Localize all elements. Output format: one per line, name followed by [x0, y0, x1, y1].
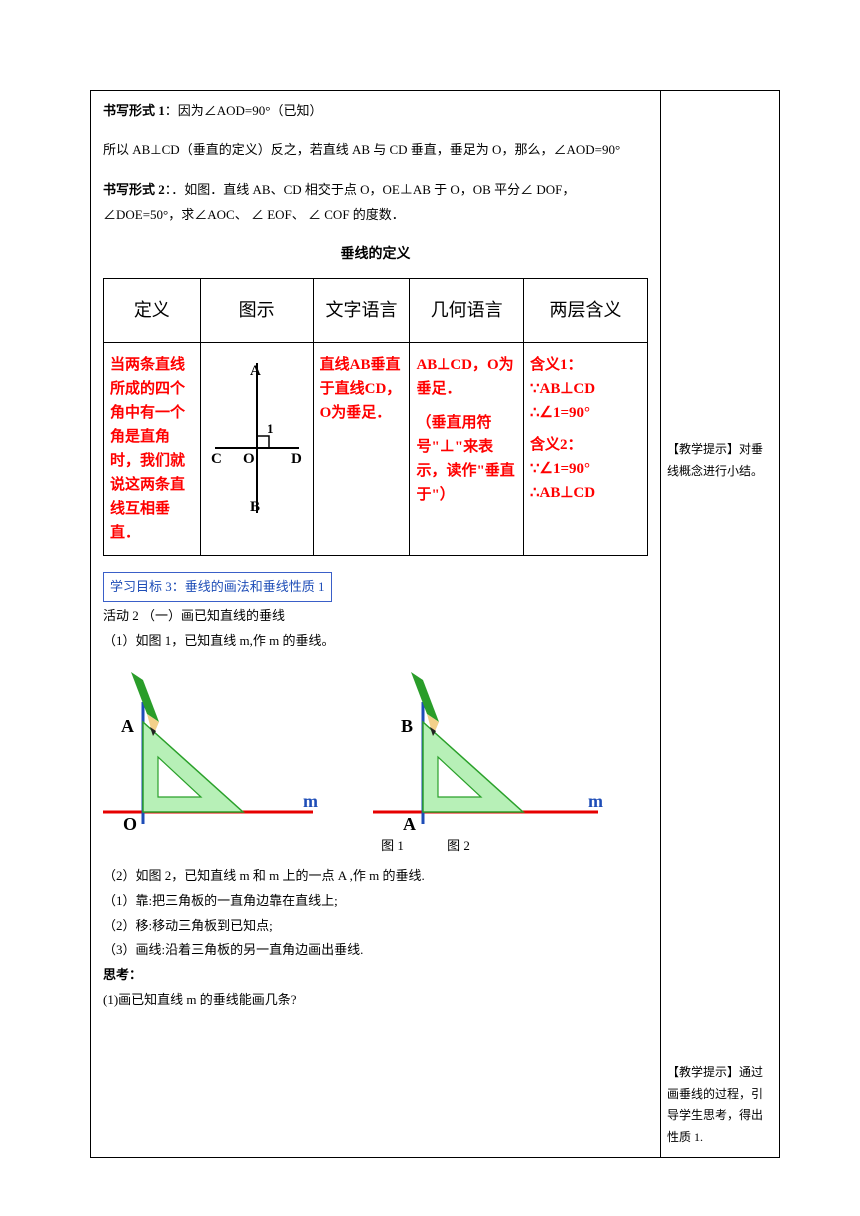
- section-title: 垂线的定义: [103, 242, 648, 269]
- figure-labels: 图 1 图 2: [103, 834, 648, 859]
- meaning2-line2: ∴AB⊥CD: [530, 481, 641, 505]
- meaning2-label: 含义2：: [530, 433, 641, 457]
- cell-definition: 当两条直线所成的四个角中有一个角是直角时，我们就说这两条直线互相垂直．: [104, 342, 201, 555]
- perpendicular-diagram-icon: A B C D O 1: [207, 353, 307, 523]
- learning-goal-3: 学习目标 3：垂线的画法和垂线性质 1: [103, 572, 332, 603]
- definition-table: 定义 图示 文字语言 几何语言 两层含义 当两条直线所成的四个角中有一个角是直角…: [103, 278, 648, 555]
- svg-text:B: B: [401, 716, 413, 736]
- geom-lang-a: AB⊥CD，O为垂足．: [416, 353, 517, 401]
- table-body-row: 当两条直线所成的四个角中有一个角是直角时，我们就说这两条直线互相垂直． A B …: [104, 342, 648, 555]
- th-definition: 定义: [104, 279, 201, 342]
- think-label: 思考：: [103, 963, 648, 988]
- form2-label: 书写形式 2: [103, 182, 165, 197]
- form1-line: 书写形式 1：因为∠AOD=90°（已知）: [103, 99, 648, 124]
- activity2-sub2: （2）移:移动三角板到已知点;: [103, 914, 648, 939]
- meaning2-line1: ∵∠1=90°: [530, 457, 641, 481]
- main-column: 书写形式 1：因为∠AOD=90°（已知） 所以 AB⊥CD（垂直的定义）反之，…: [91, 91, 661, 1157]
- svg-text:A: A: [121, 716, 134, 736]
- svg-text:O: O: [243, 451, 255, 467]
- fig1-label: 图 1: [381, 838, 404, 853]
- form1-label: 书写形式 1: [103, 103, 165, 118]
- think-question: (1)画已知直线 m 的垂线能画几条?: [103, 988, 648, 1013]
- meaning1-line2: ∴∠1=90°: [530, 401, 641, 425]
- activity2-step1: （1）如图 1，已知直线 m,作 m 的垂线。: [103, 629, 648, 654]
- th-text-lang: 文字语言: [313, 279, 410, 342]
- svg-text:A: A: [250, 363, 261, 379]
- cell-text-lang: 直线AB垂直于直线CD，O为垂足．: [313, 342, 410, 555]
- svg-text:1: 1: [267, 421, 274, 436]
- figure-2-icon: B A m: [373, 662, 613, 832]
- form1-text1: ：因为∠AOD=90°（已知）: [165, 103, 323, 118]
- svg-text:B: B: [250, 499, 260, 515]
- activity2-title: 活动 2 （一）画已知直线的垂线: [103, 604, 648, 629]
- table-header-row: 定义 图示 文字语言 几何语言 两层含义: [104, 279, 648, 342]
- cell-meanings: 含义1： ∵AB⊥CD ∴∠1=90° 含义2： ∵∠1=90° ∴AB⊥CD: [523, 342, 647, 555]
- activity2-sub1: （1）靠:把三角板的一直角边靠在直线上;: [103, 889, 648, 914]
- svg-text:A: A: [403, 814, 416, 832]
- page-layout: 书写形式 1：因为∠AOD=90°（已知） 所以 AB⊥CD（垂直的定义）反之，…: [90, 90, 780, 1158]
- figure-1-icon: A O m: [103, 662, 333, 832]
- meaning1-label: 含义1：: [530, 353, 641, 377]
- form2-line: 书写形式 2：．如图．直线 AB、CD 相交于点 O，OE⊥AB 于 O，OB …: [103, 178, 648, 227]
- th-meanings: 两层含义: [523, 279, 647, 342]
- form1-line2: 所以 AB⊥CD（垂直的定义）反之，若直线 AB 与 CD 垂直，垂足为 O，那…: [103, 138, 648, 163]
- svg-text:D: D: [291, 451, 302, 467]
- svg-text:O: O: [123, 814, 137, 832]
- cell-geom-lang: AB⊥CD，O为垂足． （垂直用符号"⊥"来表示，读作"垂直于"）: [410, 342, 524, 555]
- meaning1-line1: ∵AB⊥CD: [530, 377, 641, 401]
- svg-text:m: m: [588, 791, 603, 811]
- geom-lang-b: （垂直用符号"⊥"来表示，读作"垂直于"）: [416, 411, 517, 507]
- activity2-step2: （2）如图 2，已知直线 m 和 m 上的一点 A ,作 m 的垂线.: [103, 864, 648, 889]
- fig2-label: 图 2: [447, 838, 470, 853]
- th-diagram: 图示: [200, 279, 313, 342]
- form2-text: ：．如图．直线 AB、CD 相交于点 O，OE⊥AB 于 O，OB 平分∠ DO…: [103, 182, 575, 222]
- side-note-2: 【教学提示】通过画垂线的过程，引导学生思考，得出性质 1.: [667, 1062, 773, 1148]
- activity2-sub3: （3）画线:沿着三角板的另一直角边画出垂线.: [103, 938, 648, 963]
- figures-row: A O m B A m: [103, 662, 648, 832]
- cell-diagram: A B C D O 1: [200, 342, 313, 555]
- svg-text:C: C: [211, 451, 222, 467]
- side-note-1: 【教学提示】对垂线概念进行小结。: [667, 439, 773, 482]
- svg-text:m: m: [303, 791, 318, 811]
- side-column: 【教学提示】对垂线概念进行小结。 【教学提示】通过画垂线的过程，引导学生思考，得…: [661, 91, 779, 1157]
- th-geom-lang: 几何语言: [410, 279, 524, 342]
